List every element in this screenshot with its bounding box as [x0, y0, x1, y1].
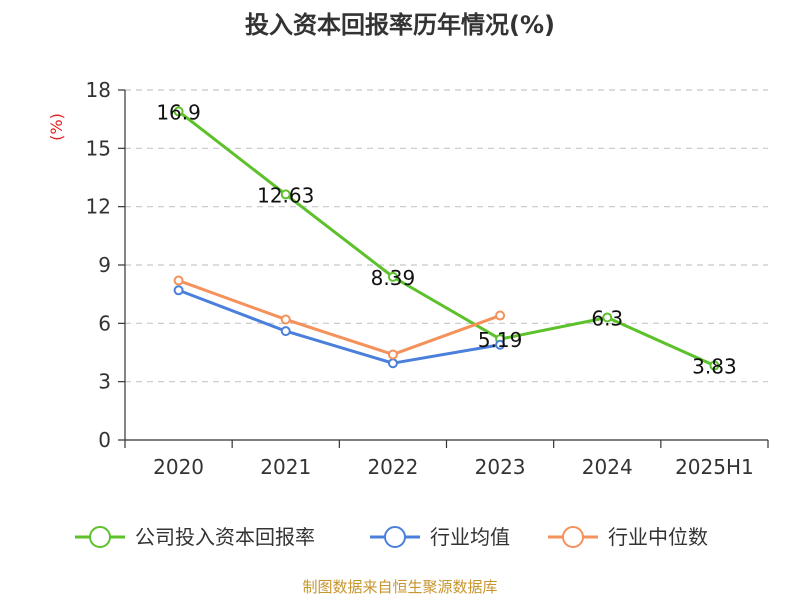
- data-label: 8.39: [371, 266, 416, 290]
- chart-title: 投入资本回报率历年情况(%): [245, 11, 555, 39]
- legend-label: 行业均值: [430, 525, 510, 549]
- series-line: [178, 288, 501, 365]
- axes: 0 3 6 9 12 15 18 2020 2021 2022 2023 2024 2025H1: [86, 78, 769, 479]
- data-label: 3.83: [692, 355, 737, 379]
- data-label: 12.63: [257, 183, 314, 207]
- y-tick-label: 18: [86, 78, 111, 102]
- x-tick-label: 2022: [367, 455, 418, 479]
- y-tick-label: 6: [98, 311, 111, 335]
- data-point: [173, 275, 184, 286]
- data-point: [387, 358, 398, 369]
- data-label: 16.9: [156, 100, 201, 124]
- legend-label: 行业中位数: [608, 525, 708, 549]
- data-point: [173, 285, 184, 296]
- data-point: [602, 312, 613, 323]
- legend-label: 公司投入资本回报率: [135, 525, 315, 549]
- source-note: 制图数据来自恒生聚源数据库: [302, 578, 497, 596]
- y-tick-label: 0: [98, 428, 111, 452]
- data-point: [387, 349, 398, 360]
- data-label: 6.3: [591, 307, 623, 331]
- legend-marker: [89, 526, 111, 548]
- x-tick-label: 2024: [582, 455, 633, 479]
- data-point: [387, 271, 398, 282]
- legend-marker: [384, 526, 406, 548]
- y-tick-label: 9: [98, 253, 111, 277]
- series-line: [178, 279, 501, 356]
- data-point: [709, 360, 720, 371]
- data-label: 5.19: [478, 328, 523, 352]
- gridlines: [125, 89, 768, 383]
- y-axis-unit: (%): [47, 113, 66, 141]
- data-labels: 16.9 12.63 8.39 5.19 6.3 3.83: [156, 100, 736, 378]
- data-point: [495, 310, 506, 321]
- x-tick-label: 2020: [153, 455, 204, 479]
- legend: 公司投入资本回报率 行业均值 行业中位数: [75, 525, 708, 549]
- y-tick-label: 3: [98, 370, 111, 394]
- x-tick-label: 2023: [475, 455, 526, 479]
- data-point: [280, 314, 291, 325]
- y-tick-label: 15: [86, 136, 111, 160]
- data-point: [173, 106, 184, 117]
- data-point: [280, 326, 291, 337]
- legend-marker: [562, 526, 584, 548]
- x-tick-label: 2025H1: [675, 455, 754, 479]
- series-layer: [173, 106, 720, 371]
- data-point: [280, 189, 291, 200]
- series-line: [177, 110, 716, 367]
- data-point: [495, 339, 506, 350]
- y-tick-label: 12: [86, 195, 111, 219]
- x-tick-label: 2021: [260, 455, 311, 479]
